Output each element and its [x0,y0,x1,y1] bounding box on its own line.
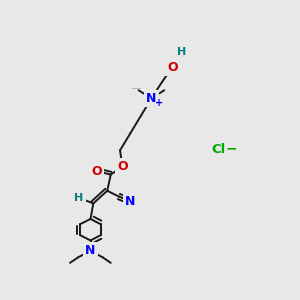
Text: −: − [226,141,238,155]
Text: O: O [92,165,102,178]
Text: +: + [155,98,164,107]
Text: N: N [146,92,157,105]
Text: N: N [85,244,96,257]
Text: O: O [117,160,128,173]
Text: H: H [177,47,186,57]
Text: Cl: Cl [212,143,226,156]
Text: N: N [125,195,136,208]
Text: O: O [167,61,178,74]
Text: methyl stub: methyl stub [132,88,140,89]
Text: H: H [74,193,83,203]
